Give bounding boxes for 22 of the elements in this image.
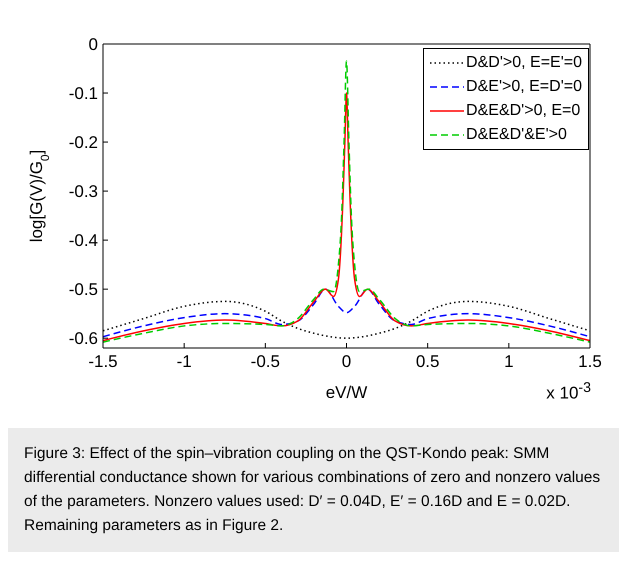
y-tick-label: -0.3 [68, 182, 98, 202]
legend-label: D&E&D'>0, E=0 [466, 102, 580, 120]
x-tick-label: 1 [504, 352, 514, 372]
y-tick-label: -0.2 [68, 133, 98, 152]
x-tick-label: -0.5 [250, 352, 280, 372]
legend-label: D&E&D'&E'>0 [466, 126, 567, 144]
x-tick-label: -1 [176, 352, 192, 372]
y-tick-label: 0 [88, 35, 98, 54]
y-tick-label: -0.1 [68, 84, 98, 104]
caption: Figure 3: Effect of the spin–vibration coupling on the QST-Kondo peak: SMM differential conductance shown for various combinations of zero and nonzero values of the parameters. Nonzero values used: D′ = 0.04D, E′ = 0.16D and E = 0.02D. Remaining parameters as in Figure 2. [8, 428, 619, 552]
legend-label: D&D'>0, E=E'=0 [466, 54, 582, 72]
x-tick-label: 0.5 [416, 352, 440, 372]
y-tick-label: -0.4 [68, 231, 98, 250]
x-tick-label: -1.5 [88, 352, 118, 372]
x-axis-title: eV/W [326, 383, 368, 402]
y-tick-label: -0.6 [68, 329, 98, 348]
y-tick-label: -0.5 [68, 280, 98, 300]
x-tick-label: 1.5 [578, 352, 602, 372]
x-tick-label: 0 [342, 352, 352, 372]
legend-label: D&E'>0, E=D'=0 [466, 78, 582, 96]
text: x 10$^{-3}$ [546, 380, 591, 404]
line-series [103, 288, 590, 338]
